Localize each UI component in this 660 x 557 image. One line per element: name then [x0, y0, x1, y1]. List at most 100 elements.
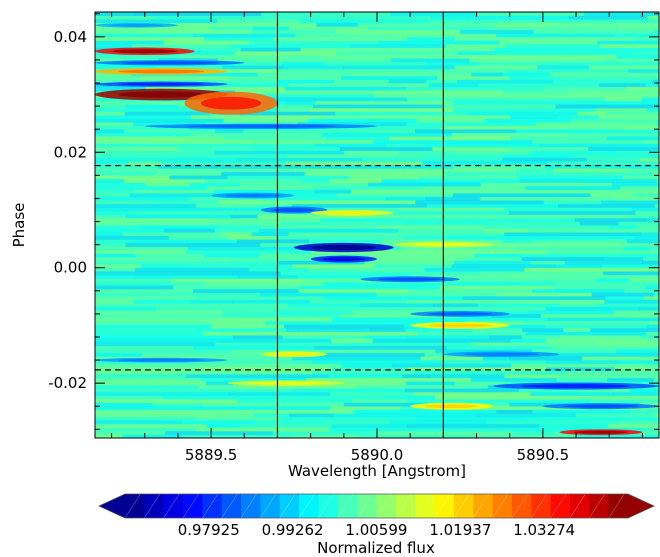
heatmap-cell	[454, 381, 506, 386]
heatmap-cell	[309, 299, 408, 304]
heatmap-cell	[639, 402, 659, 407]
heatmap-cell	[310, 370, 415, 375]
colorbar-segment	[492, 494, 513, 518]
heatmap-cell	[590, 398, 659, 403]
colorbar-hatch	[589, 493, 606, 519]
heatmap-cell	[486, 420, 620, 425]
colorbar-hatch	[511, 493, 528, 519]
heatmap-feature-core	[377, 277, 443, 281]
heatmap-cell	[602, 271, 659, 276]
heatmap-cell	[565, 47, 659, 52]
heatmap-cell	[134, 146, 179, 151]
heatmap-cell	[607, 377, 655, 382]
heatmap-cell	[553, 168, 629, 173]
heatmap-cell	[600, 132, 659, 137]
colorbar-segment	[589, 494, 610, 518]
heatmap-cell	[95, 79, 168, 84]
heatmap-cell	[203, 178, 301, 183]
heatmap-cell	[314, 100, 416, 105]
heatmap-cell	[173, 281, 207, 286]
heatmap-cell	[406, 97, 506, 102]
heatmap-cell	[367, 26, 490, 31]
heatmap-cell	[341, 363, 393, 368]
heatmap-cell	[545, 249, 659, 254]
heatmap-cell	[634, 235, 659, 240]
colorbar-tick-label: 0.97925	[178, 521, 240, 539]
heatmap-cell	[95, 136, 189, 141]
heatmap-cell	[645, 331, 659, 336]
heatmap-cell	[95, 58, 125, 63]
heatmap-cell	[221, 171, 306, 176]
heatmap-cell	[622, 175, 659, 180]
heatmap-cell	[478, 61, 547, 66]
heatmap-cell	[381, 239, 503, 244]
heatmap-cell	[151, 200, 220, 205]
heatmap-cell	[240, 47, 302, 52]
heatmap-cell	[95, 189, 136, 194]
colorbar-segment	[183, 494, 203, 518]
colorbar-hatch	[202, 493, 219, 519]
heatmap-cell	[282, 335, 365, 340]
heatmap-cell	[556, 19, 659, 24]
heatmap-cell	[509, 75, 561, 80]
heatmap-cell	[425, 196, 481, 201]
heatmap-cell	[251, 146, 341, 151]
heatmap-cell	[630, 228, 659, 233]
heatmap-cell	[172, 370, 312, 375]
heatmap-cell	[286, 327, 372, 332]
heatmap-cell	[407, 36, 456, 41]
heatmap-cell	[95, 29, 143, 34]
heatmap-cell	[238, 274, 298, 279]
heatmap-cell	[156, 306, 255, 311]
heatmap-cell	[509, 210, 636, 215]
heatmap-cell	[629, 278, 659, 283]
heatmap-cell	[299, 19, 427, 24]
heatmap-cell	[95, 40, 165, 45]
heatmap-feature-core	[118, 91, 205, 98]
heatmap-cell	[453, 164, 547, 169]
heatmap-cell	[438, 317, 549, 322]
heatmap-cell	[95, 239, 133, 244]
heatmap-cell	[177, 146, 253, 151]
heatmap-cell	[95, 54, 181, 59]
heatmap-cell	[322, 281, 361, 286]
heatmap-cell	[121, 171, 155, 176]
heatmap-cell	[509, 356, 583, 361]
heatmap-cell	[95, 299, 135, 304]
heatmap-cell	[424, 143, 541, 148]
heatmap-cell	[95, 210, 131, 215]
heatmap-cell	[299, 178, 332, 183]
heatmap-cell	[363, 335, 408, 340]
heatmap-cell	[612, 196, 659, 201]
heatmap-cell	[288, 303, 362, 308]
heatmap-cell	[597, 342, 659, 347]
colorbar-hatch	[472, 493, 489, 519]
heatmap-feature-core	[573, 430, 628, 434]
heatmap-cell	[95, 324, 212, 329]
heatmap-cell	[484, 225, 612, 230]
heatmap-cell	[95, 267, 136, 272]
heatmap-cell	[95, 253, 137, 258]
heatmap-cell	[236, 157, 364, 162]
heatmap-cell	[95, 118, 225, 123]
heatmap-cell	[642, 260, 659, 265]
heatmap-cell	[343, 402, 430, 407]
heatmap-cell	[543, 200, 603, 205]
heatmap-cell	[125, 214, 232, 219]
heatmap-cell	[133, 299, 193, 304]
heatmap-cell	[329, 391, 415, 396]
heatmap-cell	[95, 303, 162, 308]
heatmap-cell	[540, 313, 636, 318]
heatmap-cell	[486, 242, 621, 247]
heatmap-cell	[122, 232, 223, 237]
heatmap-cell	[187, 246, 319, 251]
heatmap-cell	[388, 79, 428, 84]
heatmap-cell	[95, 26, 141, 31]
heatmap-cell	[654, 122, 659, 127]
heatmap-cell	[227, 175, 350, 180]
heatmap-cell	[188, 182, 242, 187]
colorbar-hatch	[240, 493, 257, 519]
colorbar-outline	[98, 493, 655, 519]
heatmap-cell	[459, 29, 535, 34]
colorbar-segment	[511, 494, 532, 518]
